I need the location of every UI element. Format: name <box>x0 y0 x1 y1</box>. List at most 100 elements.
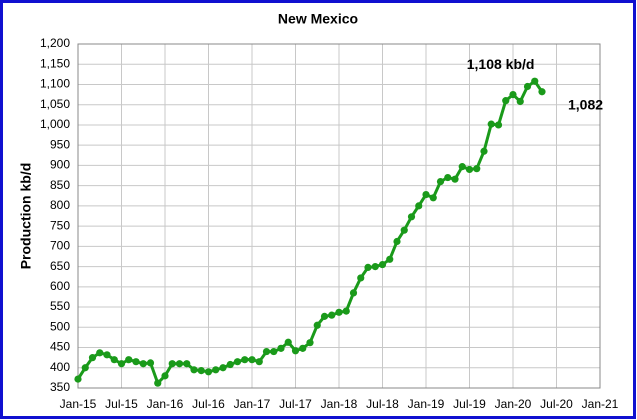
y-tick-label: 550 <box>50 299 70 313</box>
y-tick-label: 1,000 <box>40 117 70 131</box>
data-point <box>328 311 336 319</box>
data-point <box>299 344 307 352</box>
plot-border <box>77 43 601 389</box>
data-point <box>502 97 510 105</box>
data-point <box>277 344 285 352</box>
data-point <box>110 356 118 364</box>
data-point <box>204 368 213 376</box>
data-point <box>88 354 97 362</box>
data-label: 1,108 kb/d <box>467 56 535 72</box>
data-point <box>393 237 401 246</box>
data-point <box>139 360 147 368</box>
y-tick-label: 1,100 <box>40 77 70 91</box>
data-point <box>444 173 452 182</box>
data-point <box>364 263 372 271</box>
data-point <box>103 351 111 359</box>
data-point <box>183 360 191 368</box>
data-point <box>349 289 358 297</box>
data-point <box>335 308 343 316</box>
x-tick-label: Jul-18 <box>366 397 399 411</box>
y-tick-label: 1,150 <box>40 56 70 70</box>
data-point <box>473 165 481 173</box>
data-point <box>451 175 459 183</box>
data-point <box>125 356 133 364</box>
data-point <box>175 360 184 368</box>
y-tick-label: 600 <box>50 279 70 293</box>
data-point <box>154 379 162 387</box>
y-tick-label: 700 <box>50 239 70 253</box>
y-axis-label: Production kb/d <box>18 163 34 270</box>
data-point <box>371 262 379 271</box>
y-tick-label: 750 <box>50 218 70 232</box>
data-point <box>284 338 292 346</box>
data-point <box>516 97 524 106</box>
data-point <box>270 347 278 356</box>
y-tick-label: 450 <box>50 340 70 354</box>
y-tick-label: 400 <box>50 360 70 374</box>
data-point <box>197 366 205 375</box>
y-tick-label: 1,200 <box>40 36 70 50</box>
data-point <box>538 88 546 96</box>
data-point <box>480 147 488 155</box>
data-point <box>357 274 365 282</box>
data-point <box>190 366 198 374</box>
data-point <box>436 178 445 186</box>
data-label: 1,082 <box>568 96 603 112</box>
data-point <box>241 356 249 364</box>
data-point <box>74 375 82 383</box>
data-point <box>132 358 140 366</box>
data-point <box>226 360 234 369</box>
data-point <box>531 77 539 85</box>
x-tick-label: Jul-15 <box>105 397 138 411</box>
data-point <box>509 90 517 99</box>
y-tick-label: 500 <box>50 319 70 333</box>
y-tick-label: 350 <box>50 380 70 394</box>
y-tick-label: 650 <box>50 259 70 273</box>
data-point <box>81 364 89 372</box>
data-point <box>487 120 495 128</box>
x-tick-label: Jan-15 <box>60 397 97 411</box>
data-point <box>262 347 271 356</box>
data-point <box>161 372 169 380</box>
data-point <box>96 349 104 357</box>
data-point <box>465 165 474 174</box>
data-point <box>523 82 532 91</box>
y-tick-label: 800 <box>50 198 70 212</box>
x-tick-label: Jan-18 <box>321 397 358 411</box>
data-point <box>313 321 321 329</box>
chart-title: New Mexico <box>278 11 358 27</box>
data-point <box>219 364 227 372</box>
data-point <box>458 163 466 171</box>
data-point <box>400 226 408 234</box>
data-point <box>255 358 263 366</box>
x-tick-label: Jan-20 <box>495 397 532 411</box>
y-tick-label: 900 <box>50 158 70 172</box>
data-point <box>422 190 430 199</box>
data-point <box>378 260 387 269</box>
x-tick-label: Jan-21 <box>582 397 619 411</box>
y-tick-label: 850 <box>50 178 70 192</box>
data-point <box>291 347 300 355</box>
data-point <box>415 202 423 210</box>
data-point <box>320 312 329 320</box>
x-tick-label: Jul-16 <box>192 397 225 411</box>
x-tick-label: Jul-17 <box>279 397 312 411</box>
x-tick-label: Jan-19 <box>408 397 445 411</box>
data-point <box>407 213 416 221</box>
data-point <box>117 360 126 368</box>
data-point <box>168 360 176 368</box>
data-point <box>429 194 437 202</box>
x-tick-label: Jan-16 <box>147 397 184 411</box>
data-point <box>494 121 503 129</box>
data-point <box>342 307 350 315</box>
y-tick-label: 1,050 <box>40 97 70 111</box>
data-point <box>306 339 314 347</box>
x-tick-label: Jul-19 <box>453 397 486 411</box>
data-point <box>248 356 256 364</box>
y-tick-label: 950 <box>50 137 70 151</box>
x-tick-label: Jul-20 <box>540 397 573 411</box>
x-tick-label: Jan-17 <box>234 397 271 411</box>
data-point <box>146 359 155 367</box>
